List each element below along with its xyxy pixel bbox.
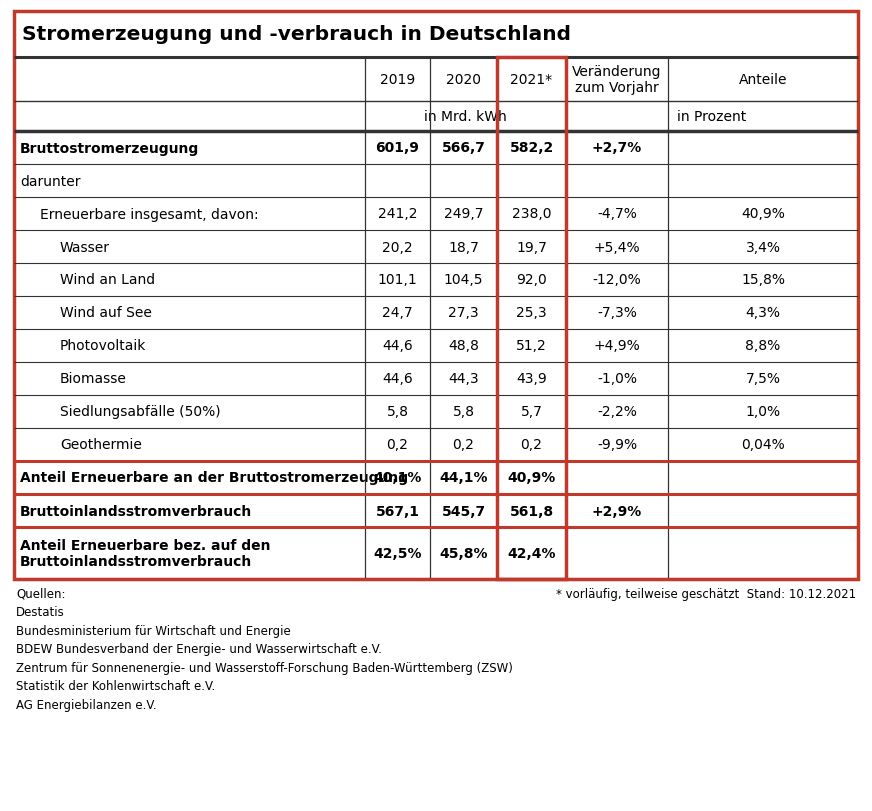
Text: Bruttoinlandsstromverbrauch: Bruttoinlandsstromverbrauch [20,504,252,518]
Text: Anteile: Anteile [739,73,787,87]
Text: Geothermie: Geothermie [60,438,142,452]
Text: 48,8: 48,8 [448,339,479,353]
Text: 2021*: 2021* [510,73,553,87]
Text: 566,7: 566,7 [441,141,486,156]
Text: 40,1%: 40,1% [373,471,422,485]
Text: +2,9%: +2,9% [592,504,642,518]
Text: 4,3%: 4,3% [746,306,780,320]
Text: 44,3: 44,3 [448,372,479,386]
Text: in Prozent: in Prozent [678,109,746,124]
Text: 0,04%: 0,04% [741,438,785,452]
Text: 567,1: 567,1 [376,504,419,518]
Text: 582,2: 582,2 [509,141,554,156]
Text: 44,1%: 44,1% [439,471,487,485]
Text: +4,9%: +4,9% [594,339,640,353]
Text: 92,0: 92,0 [516,273,547,287]
Text: -7,3%: -7,3% [597,306,637,320]
Text: 241,2: 241,2 [378,208,417,221]
Text: 43,9: 43,9 [516,372,547,386]
Text: -2,2%: -2,2% [597,405,637,419]
Text: 0,2: 0,2 [386,438,408,452]
Text: 24,7: 24,7 [382,306,412,320]
Text: 2019: 2019 [380,73,415,87]
Text: 2020: 2020 [446,73,481,87]
Text: 101,1: 101,1 [378,273,418,287]
Text: 5,8: 5,8 [386,405,408,419]
Text: Quellen:
Destatis
Bundesministerium für Wirtschaft und Energie
BDEW Bundesverban: Quellen: Destatis Bundesministerium für … [16,587,513,711]
Text: 44,6: 44,6 [382,339,412,353]
Text: 545,7: 545,7 [441,504,486,518]
Bar [497,58,566,579]
Text: Wind an Land: Wind an Land [60,273,155,287]
Text: in Mrd. kWh: in Mrd. kWh [424,109,507,124]
Text: 40,9%: 40,9% [508,471,555,485]
Text: 601,9: 601,9 [376,141,419,156]
Text: 51,2: 51,2 [516,339,547,353]
Text: 40,9%: 40,9% [741,208,785,221]
Text: 249,7: 249,7 [444,208,483,221]
Text: Bruttostromerzeugung: Bruttostromerzeugung [20,141,199,156]
Text: 238,0: 238,0 [512,208,551,221]
Text: Wind auf See: Wind auf See [60,306,152,320]
Text: 44,6: 44,6 [382,372,412,386]
Text: 42,5%: 42,5% [373,547,422,560]
Text: -4,7%: -4,7% [597,208,637,221]
Text: 20,2: 20,2 [382,240,412,254]
Text: Anteil Erneuerbare bez. auf den
Bruttoinlandsstromverbrauch: Anteil Erneuerbare bez. auf den Bruttoin… [20,539,270,569]
Text: 1,0%: 1,0% [746,405,780,419]
Text: Siedlungsabfälle (50%): Siedlungsabfälle (50%) [60,405,221,419]
Text: -12,0%: -12,0% [593,273,642,287]
Text: * vorläufig, teilweise geschätzt  Stand: 10.12.2021: * vorläufig, teilweise geschätzt Stand: … [555,587,856,600]
Text: -9,9%: -9,9% [597,438,637,452]
Text: +5,4%: +5,4% [594,240,640,254]
Text: darunter: darunter [20,174,80,188]
Text: 45,8%: 45,8% [439,547,487,560]
Text: 15,8%: 15,8% [741,273,785,287]
Text: 3,4%: 3,4% [746,240,780,254]
Text: -1,0%: -1,0% [597,372,637,386]
Text: Biomasse: Biomasse [60,372,126,386]
Text: 25,3: 25,3 [516,306,547,320]
Text: Veränderung
zum Vorjahr: Veränderung zum Vorjahr [572,65,662,95]
Text: Erneuerbare insgesamt, davon:: Erneuerbare insgesamt, davon: [40,208,259,221]
Text: 27,3: 27,3 [448,306,479,320]
Text: 5,7: 5,7 [521,405,542,419]
Text: 5,8: 5,8 [453,405,474,419]
Text: 8,8%: 8,8% [746,339,780,353]
Text: 18,7: 18,7 [448,240,479,254]
Text: Wasser: Wasser [60,240,110,254]
Text: 42,4%: 42,4% [508,547,555,560]
Text: 19,7: 19,7 [516,240,547,254]
Text: 561,8: 561,8 [509,504,554,518]
Bar [14,12,858,579]
Text: Stromerzeugung und -verbrauch in Deutschland: Stromerzeugung und -verbrauch in Deutsch… [22,25,571,45]
Text: 7,5%: 7,5% [746,372,780,386]
Text: Anteil Erneuerbare an der Bruttostromerzeugung: Anteil Erneuerbare an der Bruttostromerz… [20,471,408,485]
Text: 0,2: 0,2 [453,438,474,452]
Text: Photovoltaik: Photovoltaik [60,339,146,353]
Text: 104,5: 104,5 [444,273,483,287]
Text: 0,2: 0,2 [521,438,542,452]
Text: +2,7%: +2,7% [592,141,642,156]
